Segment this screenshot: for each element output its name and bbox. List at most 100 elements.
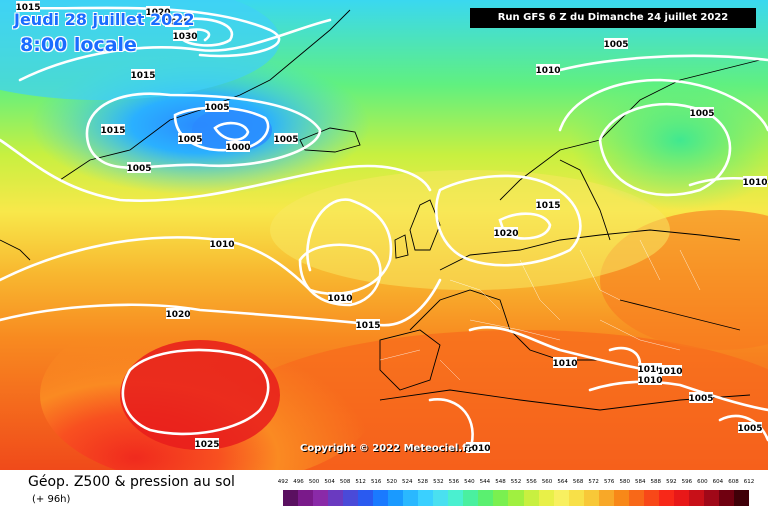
isobar-label-bg bbox=[226, 141, 250, 152]
legend-swatch bbox=[343, 490, 359, 506]
legend-swatch bbox=[313, 490, 329, 506]
isobar-label: 1005 bbox=[126, 164, 151, 174]
legend-swatch bbox=[493, 490, 509, 506]
legend-tick-label: 556 bbox=[526, 479, 537, 485]
isobar-label-bg bbox=[553, 357, 577, 368]
legend-tick-label: 576 bbox=[603, 479, 615, 485]
isobar-label: 1010 bbox=[637, 376, 662, 386]
isobar-label: 1005 bbox=[204, 103, 229, 113]
cold-core bbox=[192, 108, 272, 152]
legend-tick-label: 584 bbox=[635, 479, 646, 485]
isobar-label-bg bbox=[173, 30, 197, 41]
legend-swatch bbox=[418, 490, 434, 506]
legend-tick-label: 552 bbox=[510, 479, 522, 485]
isobar-label-bg bbox=[743, 176, 767, 187]
isobar-label-bg bbox=[536, 199, 560, 210]
isobar-label: 1015 bbox=[355, 321, 380, 331]
isobar-labels: 1015101510151015101510201020102010251025… bbox=[15, 1, 768, 454]
legend-swatch bbox=[643, 490, 659, 506]
isobar-label: 1010 bbox=[465, 444, 490, 454]
legend-swatch bbox=[403, 490, 419, 506]
legend-swatch bbox=[628, 490, 644, 506]
legend-tick-label: 544 bbox=[479, 479, 491, 485]
legend-swatch bbox=[538, 490, 554, 506]
isobar-label-bg bbox=[178, 133, 202, 144]
legend-swatch bbox=[358, 490, 374, 506]
geopotential-map: 1015101510151015101510201020102010251025… bbox=[0, 0, 768, 470]
legend-swatch bbox=[283, 490, 299, 506]
legend-tick-label: 568 bbox=[572, 479, 584, 485]
legend-tick-label: 572 bbox=[588, 479, 599, 485]
isobar-label: 1010 bbox=[637, 365, 662, 375]
legend-tick-label: 524 bbox=[402, 479, 413, 485]
legend-tick-label: 492 bbox=[277, 479, 289, 485]
isobar-label-bg bbox=[274, 133, 298, 144]
isobar-label: 1005 bbox=[688, 394, 713, 404]
isobar-label-bg bbox=[466, 442, 490, 453]
legend-tick-label: 580 bbox=[619, 479, 630, 485]
isobar-label: 1010 bbox=[742, 178, 767, 188]
legend-tick-label: 540 bbox=[464, 479, 475, 485]
isobar-label-bg bbox=[658, 365, 682, 376]
legend-swatch bbox=[733, 490, 749, 506]
isobar-label: 1020 bbox=[145, 8, 170, 18]
coastlines bbox=[0, 9, 761, 411]
legend-tick-label: 496 bbox=[293, 479, 304, 485]
legend-tick-label: 532 bbox=[433, 479, 444, 485]
legend-tick-label: 588 bbox=[650, 479, 662, 485]
isobar-label: 1010 bbox=[657, 367, 682, 377]
isobar-label: 1025 bbox=[164, 18, 189, 28]
legend-swatch bbox=[433, 490, 449, 506]
isobar-label-bg bbox=[638, 363, 662, 374]
isobar-label: 1010 bbox=[209, 240, 234, 250]
isobar-label: 1005 bbox=[273, 135, 298, 145]
legend-swatch bbox=[598, 490, 614, 506]
legend-swatch bbox=[523, 490, 539, 506]
isobar-label-bg bbox=[166, 308, 190, 319]
legend-swatch bbox=[478, 490, 494, 506]
legend-swatch bbox=[463, 490, 479, 506]
isobar-label: 1005 bbox=[603, 40, 628, 50]
isobar-label-bg bbox=[16, 1, 40, 12]
isobar-label: 1005 bbox=[177, 135, 202, 145]
isobar-label-bg bbox=[638, 374, 662, 385]
legend-swatch bbox=[553, 490, 569, 506]
legend-tick-label: 604 bbox=[712, 479, 724, 485]
legend-tick-label: 600 bbox=[697, 479, 708, 485]
copyright-text: Copyright © 2022 Meteociel.fr bbox=[300, 443, 472, 454]
legend-tick-label: 500 bbox=[308, 479, 320, 485]
forecast-date: Jeudi 28 juillet 2022 bbox=[14, 10, 195, 29]
isobar-label: 1000 bbox=[225, 143, 250, 153]
legend-ticks: 492 496 500 504 508 512 516 520 524 528 532 536 540 5… bbox=[277, 479, 755, 489]
isobar-label: 1015 bbox=[130, 71, 155, 81]
map-title: Géop. Z500 & pression au sol bbox=[28, 474, 235, 490]
isobar-label: 1005 bbox=[737, 424, 762, 434]
isobar-label: 1015 bbox=[535, 201, 560, 211]
footer-panel: Géop. Z500 & pression au sol (+ 96h) 492… bbox=[0, 470, 768, 512]
legend-swatch bbox=[373, 490, 389, 506]
legend-tick-label: 560 bbox=[541, 479, 553, 485]
legend-tick-label: 512 bbox=[355, 479, 366, 485]
isobar-label-bg bbox=[146, 6, 170, 17]
legend-swatch bbox=[688, 490, 704, 506]
legend-swatch bbox=[718, 490, 734, 506]
isobar-label: 1015 bbox=[100, 126, 125, 136]
legend-tick-label: 516 bbox=[370, 479, 382, 485]
legend-swatch bbox=[673, 490, 689, 506]
legend-tick-label: 536 bbox=[448, 479, 460, 485]
legend-tick-label: 564 bbox=[557, 479, 568, 485]
isobar-label-bg bbox=[328, 292, 352, 303]
legend-swatch bbox=[298, 490, 314, 506]
legend-tick-label: 508 bbox=[339, 479, 351, 485]
isobar-label-bg bbox=[494, 227, 518, 238]
legend-tick-label: 612 bbox=[743, 479, 755, 485]
legend-swatch bbox=[388, 490, 404, 506]
isobar-label: 1030 bbox=[172, 32, 197, 42]
isobar-label-bg bbox=[127, 162, 151, 173]
legend-tick-label: 548 bbox=[495, 479, 506, 485]
legend-swatch bbox=[613, 490, 629, 506]
isobar-label: 1010 bbox=[327, 294, 352, 304]
isobar-label-bg bbox=[195, 438, 219, 449]
legend-swatch bbox=[658, 490, 674, 506]
